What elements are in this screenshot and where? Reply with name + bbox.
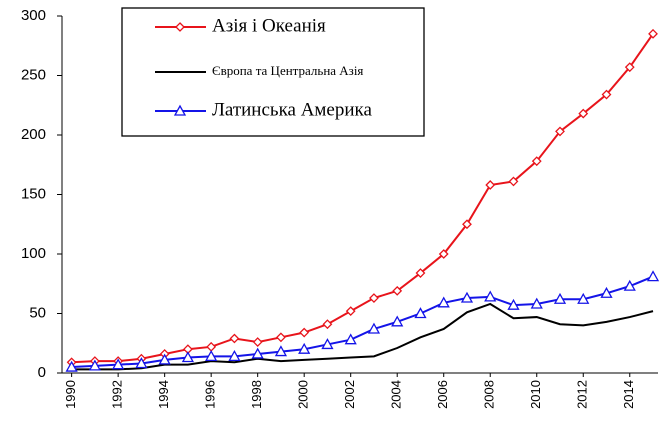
point <box>229 333 240 344</box>
legend-marker <box>175 22 185 32</box>
point <box>601 89 612 100</box>
x-tick-label: 1994 <box>156 380 171 409</box>
point <box>274 345 288 357</box>
point <box>462 219 472 230</box>
series-line <box>71 275 654 369</box>
y-tick-label: 250 <box>21 66 46 83</box>
point <box>251 347 264 359</box>
legend-label: Азія і Океанія <box>212 15 326 36</box>
point <box>369 293 379 303</box>
y-tick-label: 50 <box>29 304 46 321</box>
y-tick-label: 200 <box>21 126 46 143</box>
point <box>600 286 613 298</box>
point <box>530 297 543 309</box>
point <box>392 285 403 296</box>
point <box>276 332 286 343</box>
point <box>508 176 519 187</box>
point <box>65 360 78 372</box>
y-tick-label: 300 <box>21 7 46 24</box>
point <box>553 292 567 304</box>
point <box>112 358 125 370</box>
x-tick-label: 2012 <box>575 380 590 409</box>
point <box>414 307 427 319</box>
legend-label: Європа та Центральна Азія <box>212 63 363 78</box>
x-tick-label: 1996 <box>203 380 218 409</box>
point <box>577 292 590 304</box>
point <box>228 350 241 361</box>
point <box>485 180 496 190</box>
x-tick-label: 1992 <box>110 380 125 409</box>
point <box>391 315 404 327</box>
point <box>460 291 474 303</box>
x-tick-label: 2004 <box>389 380 404 409</box>
point <box>344 333 357 345</box>
point <box>646 270 660 282</box>
point <box>367 322 381 334</box>
point <box>648 28 658 39</box>
point <box>206 341 217 352</box>
x-tick-label: 2010 <box>528 380 543 409</box>
point <box>88 359 101 371</box>
point <box>437 296 450 308</box>
point <box>158 353 171 365</box>
point <box>299 327 310 338</box>
point <box>345 306 356 317</box>
point <box>578 108 589 119</box>
point <box>181 351 195 363</box>
x-tick-label: 2000 <box>296 380 311 409</box>
x-tick-label: 2008 <box>482 380 497 409</box>
legend-marker <box>173 104 187 116</box>
x-tick-label: 2002 <box>342 380 357 409</box>
point <box>623 279 636 291</box>
point <box>298 342 311 354</box>
point <box>555 126 565 137</box>
point <box>322 319 333 330</box>
legend-label: Латинська Америка <box>212 99 372 120</box>
x-tick-label: 1990 <box>63 380 78 409</box>
point <box>531 156 542 167</box>
point <box>321 338 334 350</box>
point <box>484 290 497 302</box>
y-tick-label: 150 <box>21 185 46 202</box>
point <box>415 268 426 278</box>
y-tick-label: 100 <box>21 245 46 262</box>
x-tick-label: 2014 <box>621 380 636 409</box>
point <box>507 298 520 310</box>
point <box>624 62 635 73</box>
x-tick-label: 2006 <box>435 380 450 409</box>
x-tick-label: 1998 <box>249 380 264 409</box>
y-tick-label: 0 <box>38 364 46 381</box>
point <box>438 249 449 259</box>
point <box>135 357 148 369</box>
point <box>205 350 218 361</box>
point <box>252 337 263 347</box>
series-line <box>71 302 654 371</box>
